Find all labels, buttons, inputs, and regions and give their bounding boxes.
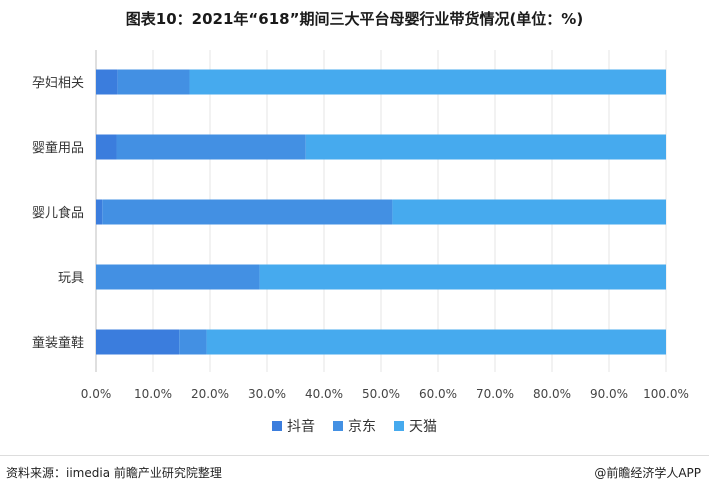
bar-京东-玩具 [96,264,260,290]
bar-抖音-婴儿食品 [96,199,103,225]
category-label: 玩具 [58,271,84,286]
bar-天猫-玩具 [259,264,666,290]
category-label: 婴童用品 [32,140,84,156]
bar-抖音-童装童鞋 [96,329,180,355]
credit-note: @前瞻经济学人APP [594,466,701,480]
bar-京东-婴童用品 [116,134,306,160]
legend-item: 抖音 [272,416,315,436]
bar-天猫-婴童用品 [305,134,666,160]
bar-天猫-童装童鞋 [206,329,666,355]
chart-title: 图表10：2021年“618”期间三大平台母婴行业带货情况(单位：%) [125,10,584,28]
x-tick-label: 100.0% [643,387,689,401]
bar-京东-孕妇相关 [117,69,190,95]
x-tick-label: 90.0% [590,387,628,401]
x-tick-label: 50.0% [362,387,400,401]
x-tick-label: 20.0% [191,387,229,401]
bar-天猫-孕妇相关 [189,69,667,95]
bar-京东-童装童鞋 [179,329,207,355]
legend: 抖音 京东 天猫 [0,416,709,436]
legend-label: 抖音 [287,419,315,435]
bar-抖音-婴童用品 [96,134,117,160]
x-tick-label: 80.0% [533,387,571,401]
legend-item: 天猫 [394,416,437,436]
x-tick-labels: 0.0% 10.0% 20.0% 30.0% 40.0% 50.0% 60.0% 70.0% 8… [81,387,689,401]
legend-swatch [272,421,282,431]
x-tick-label: 70.0% [476,387,514,401]
category-label: 婴儿食品 [32,205,84,221]
x-tick-label: 30.0% [248,387,286,401]
legend-label: 天猫 [409,419,437,435]
x-tick-label: 60.0% [419,387,457,401]
bar-京东-婴儿食品 [102,199,393,225]
x-tick-label: 40.0% [305,387,343,401]
category-label: 孕妇相关 [32,75,84,91]
legend-item: 京东 [333,416,376,436]
x-tick-label: 10.0% [134,387,172,401]
category-label: 童装童鞋 [32,335,84,351]
x-tick-label: 0.0% [81,387,112,401]
bar-抖音-孕妇相关 [96,69,118,95]
legend-swatch [333,421,343,431]
legend-swatch [394,421,404,431]
legend-label: 京东 [348,419,376,435]
bar-天猫-婴儿食品 [392,199,666,225]
source-note: 资料来源：iimedia 前瞻产业研究院整理 [6,466,222,480]
bars [96,69,667,355]
footer-divider [0,455,709,456]
